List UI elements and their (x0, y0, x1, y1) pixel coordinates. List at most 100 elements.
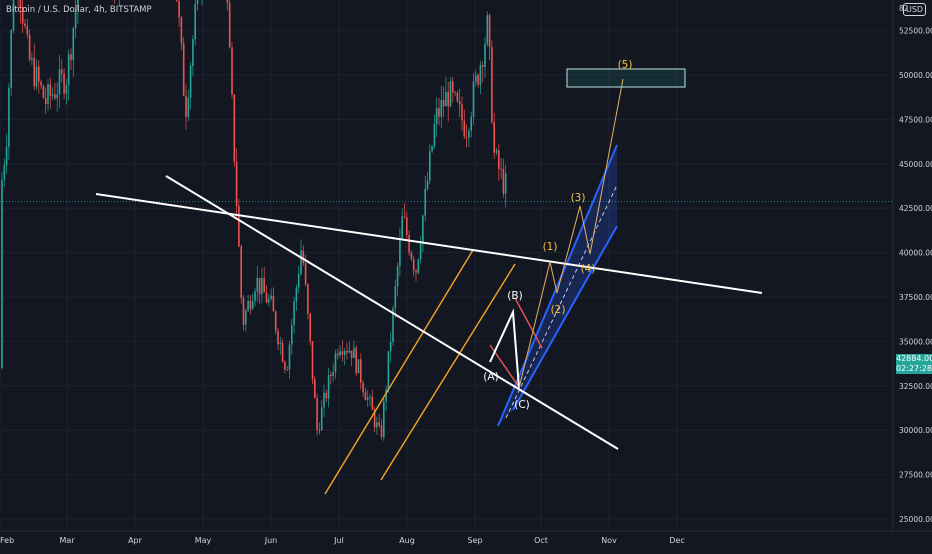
wave-label: (4) (581, 263, 596, 275)
candle-body (343, 350, 346, 355)
candle-body (454, 92, 456, 94)
drawings (0, 68, 893, 495)
candle-body (194, 3, 196, 40)
candle-body (56, 94, 58, 99)
candle-body (189, 66, 192, 99)
price-tick-label: 52500.00 (899, 27, 932, 36)
candle-body (488, 15, 491, 48)
candle-body (323, 392, 325, 408)
candle-body (196, 0, 199, 4)
candle-body (433, 123, 436, 147)
candle-body (228, 2, 231, 48)
candle-body (484, 43, 486, 67)
symbol-title[interactable]: Bitcoin / U.S. Dollar, 4h, BITSTAMP (6, 5, 152, 15)
candle-body (281, 342, 284, 362)
orange-channel-lower (380, 263, 516, 481)
candle-body (504, 173, 507, 194)
candle-body (291, 324, 293, 345)
candle-body (235, 161, 238, 207)
candle-body (8, 87, 10, 148)
time-tick-label: May (195, 536, 212, 545)
candle-body (316, 398, 318, 431)
candle-body (355, 347, 357, 374)
price-tick-label: 27500.00 (899, 471, 932, 480)
candle-body (458, 101, 461, 105)
candle-body (309, 313, 311, 342)
candle-body (410, 252, 413, 260)
price-tick-label: 50000.00 (899, 71, 932, 80)
candle-body (422, 215, 424, 245)
candle-body (293, 301, 295, 325)
candle-body (61, 69, 63, 74)
candle-body (491, 47, 493, 123)
candle-body (403, 216, 406, 218)
price-tick-label: 35000.00 (899, 337, 932, 346)
candle-body (28, 34, 31, 60)
candle-body (268, 298, 270, 303)
candle-body (452, 81, 454, 93)
candle-body (447, 91, 449, 107)
candle-body (1, 179, 3, 369)
candle-body (477, 75, 479, 85)
blue-channel-lower (512, 225, 618, 411)
candle-body (334, 353, 337, 372)
candles (1, 0, 507, 441)
candle-body (5, 147, 8, 166)
candle-body (470, 116, 472, 131)
candle-body (394, 286, 397, 309)
candle-body (26, 26, 29, 35)
candle-body (247, 300, 249, 311)
candle-body (385, 389, 387, 402)
time-tick-label: Jun (264, 536, 278, 545)
candle-body (419, 244, 422, 260)
time-tick-label: Jul (333, 536, 344, 545)
candle-body (424, 188, 426, 216)
candle-body (369, 396, 371, 398)
last-price-tag: 42884.00 (896, 354, 932, 364)
time-tick-label: Nov (601, 536, 617, 545)
candle-body (339, 351, 341, 356)
orange-channel-upper (324, 249, 474, 495)
descending-trendline (165, 175, 619, 450)
candle-body (399, 238, 401, 267)
candle-body (364, 392, 367, 400)
candle-body (376, 422, 378, 428)
candle-body (77, 0, 79, 10)
candle-body (396, 266, 399, 287)
candle-body (240, 246, 242, 298)
blue-channel-midline (505, 184, 618, 419)
target-zone-box (566, 68, 686, 88)
candle-body (72, 28, 75, 61)
candle-body (300, 250, 302, 275)
candle-body (502, 169, 505, 194)
candle-body (245, 310, 247, 325)
candle-body (182, 43, 185, 96)
candle-body (330, 375, 332, 377)
time-axis-panel (0, 531, 932, 550)
time-tick-label: Feb (0, 536, 14, 545)
candle-body (272, 295, 275, 312)
candle-body (495, 150, 498, 153)
candle-body (263, 278, 265, 293)
price-axis-panel (893, 0, 932, 550)
candle-body (288, 344, 291, 370)
candle-body (231, 47, 233, 95)
candle-body (38, 66, 40, 82)
candle-body (440, 99, 443, 117)
candle-body (270, 295, 272, 299)
candle-body (456, 92, 459, 102)
candle-body (318, 430, 321, 431)
candle-body (371, 396, 374, 410)
price-tick-label: 47500.00 (899, 115, 932, 124)
candle-body (417, 259, 420, 273)
candle-body (297, 274, 300, 288)
candle-body (366, 397, 369, 400)
price-tick-label: 42500.00 (899, 204, 932, 213)
currency-badge[interactable]: USD (903, 3, 927, 16)
candle-body (242, 297, 245, 325)
time-tick-label: Dec (669, 536, 684, 545)
